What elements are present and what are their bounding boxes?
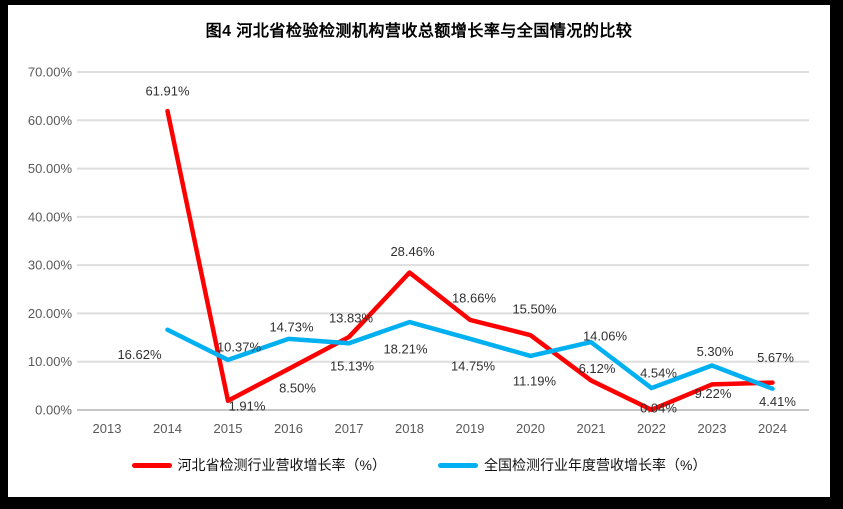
- legend-item-national: 全国检测行业年度营收增长率（%）: [438, 455, 706, 475]
- y-tick-label: 10.00%: [28, 354, 73, 369]
- chart-legend: 河北省检测行业营收增长率（%） 全国检测行业年度营收增长率（%）: [8, 455, 830, 475]
- data-label-national-2022: 4.54%: [640, 366, 677, 381]
- data-label-national-2018: 18.21%: [383, 342, 428, 357]
- y-tick-label: 70.00%: [28, 65, 73, 80]
- data-label-national-2020: 11.19%: [513, 373, 557, 388]
- series-labels-hebei: 61.91% 1.91% 8.50% 15.13% 28.46% 18.66% 15.50%…: [145, 84, 794, 416]
- data-label-hebei-2021: 6.12%: [579, 361, 616, 376]
- data-label-hebei-2022: 0.04%: [640, 400, 677, 415]
- chart-title: 图4 河北省检验检测机构营收总额增长率与全国情况的比较: [205, 23, 633, 40]
- data-label-national-2021: 14.06%: [583, 329, 628, 344]
- series-line-hebei: [165, 108, 775, 413]
- x-tick-label: 2021: [577, 421, 606, 436]
- x-tick-label: 2024: [758, 421, 787, 436]
- x-tick-label: 2014: [153, 421, 182, 436]
- data-label-hebei-2017: 15.13%: [330, 358, 375, 373]
- data-label-hebei-2014: 61.91%: [145, 84, 190, 99]
- y-tick-label: 0.00%: [35, 403, 72, 418]
- chart-svg: 0.00% 10.00% 20.00% 30.00% 40.00% 50.00% 60.00…: [28, 65, 809, 436]
- data-label-national-2016: 14.73%: [269, 319, 314, 334]
- data-label-national-2017: 13.83%: [329, 311, 374, 326]
- data-label-national-2019: 14.75%: [451, 358, 496, 373]
- data-label-hebei-2016: 8.50%: [279, 380, 316, 395]
- y-tick-label: 50.00%: [28, 161, 73, 176]
- legend-label-national: 全国检测行业年度营收增长率（%）: [484, 457, 707, 473]
- x-tick-label: 2017: [335, 421, 364, 436]
- data-label-hebei-2020: 15.50%: [512, 302, 557, 317]
- y-tick-label: 60.00%: [28, 113, 73, 128]
- x-tick-label: 2023: [698, 421, 727, 436]
- y-axis-tick-labels: 0.00% 10.00% 20.00% 30.00% 40.00% 50.00% 60.00…: [28, 65, 73, 418]
- x-tick-label: 2016: [274, 421, 303, 436]
- chart-card: 图4 河北省检验检测机构营收总额增长率与全国情况的比较 0.00% 10.00% 2…: [8, 5, 830, 497]
- x-axis-tick-labels: 2013 2014 2015 2016 2017 2018 2019 2020 2021 2022…: [93, 421, 787, 436]
- data-label-national-2024: 4.41%: [759, 394, 796, 409]
- x-tick-label: 2022: [637, 421, 666, 436]
- series-labels-national: 16.62% 10.37% 14.73% 13.83% 18.21% 14.75% 11.1…: [117, 311, 796, 409]
- data-label-hebei-2023: 5.30%: [697, 344, 734, 359]
- data-label-hebei-2015: 1.91%: [229, 398, 266, 413]
- national-line-swatch-icon: [438, 462, 478, 468]
- x-tick-label: 2019: [456, 421, 485, 436]
- y-tick-label: 20.00%: [28, 306, 73, 321]
- x-tick-label: 2013: [93, 421, 122, 436]
- data-label-national-2023: 9.22%: [695, 386, 732, 401]
- x-tick-label: 2018: [395, 421, 424, 436]
- data-label-hebei-2024: 5.67%: [757, 350, 794, 365]
- x-tick-label: 2020: [516, 421, 545, 436]
- y-tick-label: 40.00%: [28, 209, 73, 224]
- series-line-national: [165, 319, 775, 391]
- data-label-hebei-2018: 28.46%: [390, 244, 435, 259]
- legend-item-hebei: 河北省检测行业营收增长率（%）: [131, 455, 386, 475]
- legend-label-hebei: 河北省检测行业营收增长率（%）: [177, 457, 386, 473]
- gridlines: [77, 71, 809, 411]
- y-tick-label: 30.00%: [28, 258, 73, 273]
- x-tick-label: 2015: [214, 421, 243, 436]
- data-label-national-2015: 10.37%: [217, 339, 262, 354]
- hebei-line-swatch-icon: [131, 462, 172, 468]
- data-label-national-2014: 16.62%: [117, 347, 162, 362]
- data-label-hebei-2019: 18.66%: [452, 290, 497, 305]
